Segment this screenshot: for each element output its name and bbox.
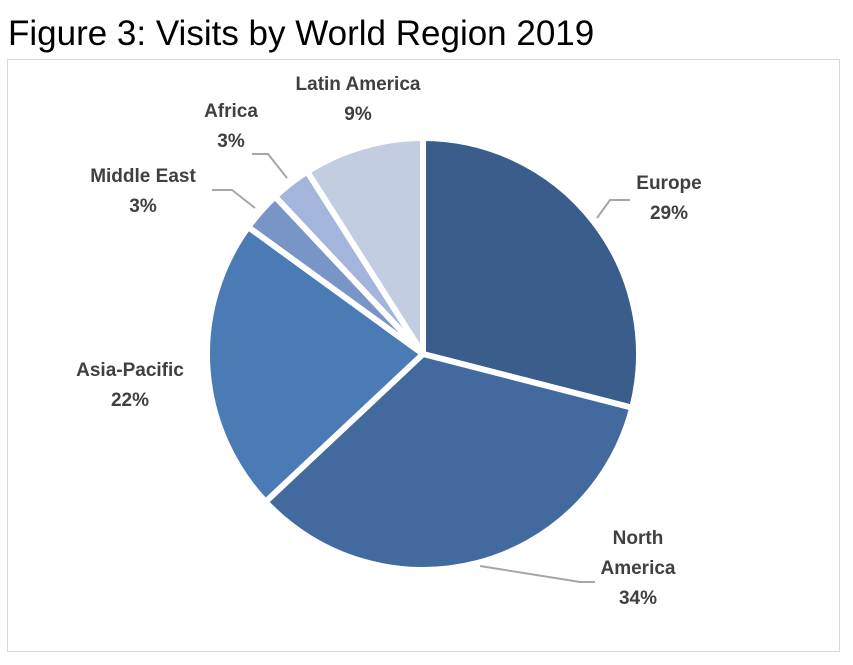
leader-line-africa	[252, 153, 288, 179]
label-africa-value: 3%	[217, 131, 245, 152]
label-north-america-value: 34%	[619, 588, 657, 609]
label-latin-america-value: 9%	[344, 104, 372, 125]
label-asia-pacific-name: Asia-Pacific	[76, 360, 184, 381]
slice-latin-america	[304, 135, 426, 357]
label-africa-name: Africa	[204, 101, 258, 122]
slice-europe	[420, 135, 642, 411]
leader-line-middle-east	[212, 189, 256, 209]
label-middle-east-value: 3%	[129, 196, 157, 217]
label-europe-value: 29%	[650, 203, 688, 224]
label-europe-name: Europe	[636, 173, 701, 194]
slice-north-america	[262, 351, 636, 573]
label-north-america-name: North America	[601, 528, 676, 579]
figure-title: Figure 3: Visits by World Region 2019	[8, 14, 595, 53]
slice-asia-pacific	[204, 224, 426, 505]
chart-frame	[7, 59, 840, 652]
label-middle-east-name: Middle East	[90, 166, 196, 187]
pie-slices	[204, 135, 642, 573]
label-latin-america-name: Latin America	[296, 74, 421, 95]
label-asia-pacific-value: 22%	[111, 390, 149, 411]
leader-lines	[212, 153, 630, 583]
data-labels: Europe 29% North America 34% Asia-Pacific 22% M…	[76, 74, 702, 609]
leader-line-north-america	[479, 565, 595, 583]
leader-line-europe	[596, 199, 630, 219]
